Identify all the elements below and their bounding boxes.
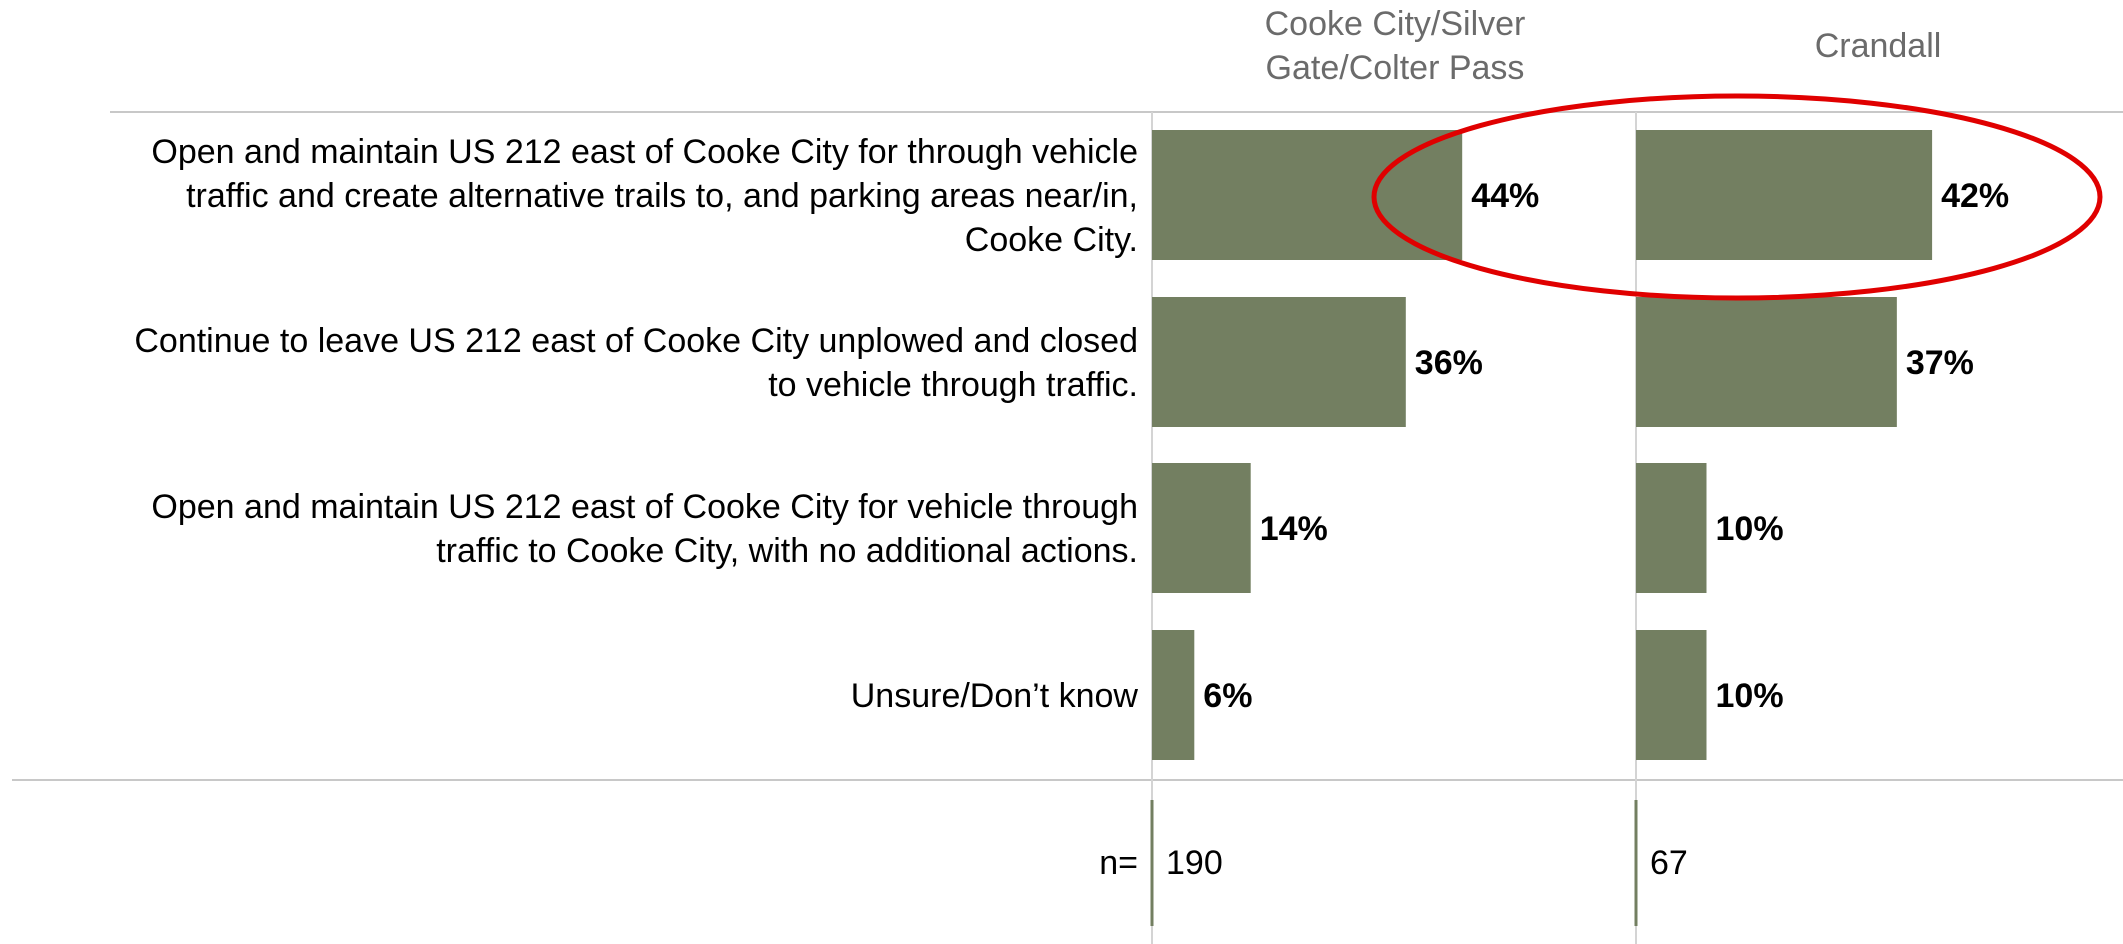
data-label: 10% (1716, 510, 1784, 548)
bar (1636, 463, 1707, 593)
category-label: Continue to leave US 212 east of Cooke C… (134, 322, 1138, 360)
category-label: to vehicle through traffic. (768, 366, 1138, 404)
series-header: Crandall (1815, 27, 1942, 65)
highlight-ellipse (1371, 93, 2103, 301)
category-label: traffic to Cooke City, with no additiona… (436, 532, 1138, 570)
data-label: 6% (1203, 677, 1252, 715)
data-label: 36% (1415, 344, 1483, 382)
series-header: Gate/Colter Pass (1266, 49, 1525, 87)
bar (1152, 297, 1406, 427)
n-value: 67 (1650, 844, 1688, 882)
n-label: n= (1099, 844, 1138, 882)
category-label: Open and maintain US 212 east of Cooke C… (151, 488, 1138, 526)
data-label: 44% (1471, 177, 1539, 215)
data-label: 42% (1941, 177, 2009, 215)
bar (1152, 630, 1195, 760)
bar (1152, 463, 1251, 593)
n-value: 190 (1166, 844, 1223, 882)
data-label: 10% (1716, 677, 1784, 715)
data-label: 14% (1260, 510, 1328, 548)
category-label: Open and maintain US 212 east of Cooke C… (151, 133, 1138, 171)
series-header: Cooke City/Silver (1265, 5, 1526, 43)
data-label: 37% (1906, 344, 1974, 382)
category-label: Unsure/Don’t know (851, 677, 1139, 715)
bar (1636, 297, 1897, 427)
bar (1636, 630, 1707, 760)
bar (1636, 130, 1933, 260)
category-label: traffic and create alternative trails to… (186, 177, 1138, 215)
category-label: Cooke City. (965, 221, 1138, 259)
